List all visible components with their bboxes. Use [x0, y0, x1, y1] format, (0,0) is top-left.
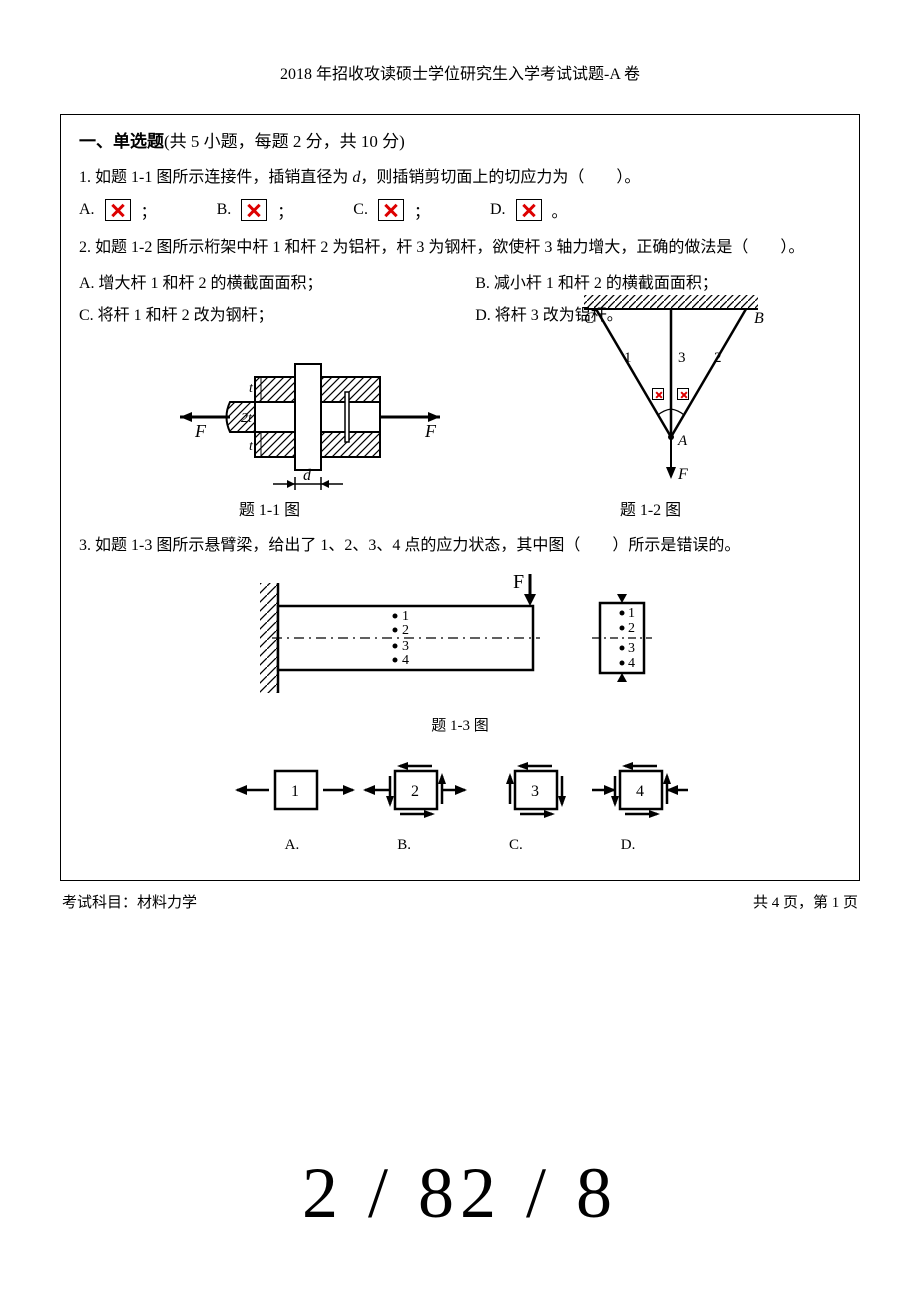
q3-option-labels: A. B. C. D. [79, 837, 841, 854]
broken-image-icon [516, 199, 542, 221]
figure-1-1: F F t [175, 342, 455, 492]
big-pager: 2 / 82 / 8 [0, 1152, 920, 1235]
question-1: 1. 如题 1-1 图所示连接件，插销直径为 d，则插销剪切面上的切应力为（ ）… [79, 162, 841, 194]
q1-options: A. ； B. ； C. ； D. 。 [79, 198, 841, 222]
figures-row-1: F F t [79, 342, 841, 492]
q3-a: A. [285, 837, 300, 854]
fig12-B: B [754, 310, 764, 327]
content-box: 一、单选题(共 5 小题，每题 2 分，共 10 分) 1. 如题 1-1 图所… [60, 114, 860, 881]
caption-1-3: 题 1-3 图 [79, 714, 841, 735]
svg-text:1: 1 [402, 609, 409, 624]
figure-captions-1: 题 1-1 图 题 1-2 图 [79, 496, 841, 520]
svg-text:3: 3 [628, 641, 635, 656]
q3-b: B. [397, 837, 411, 854]
question-3: 3. 如题 1-3 图所示悬臂梁，给出了 1、2、3、4 点的应力状态，其中图（… [79, 530, 841, 562]
svg-text:4: 4 [628, 656, 635, 671]
q1-option-d: D. 。 [490, 198, 568, 222]
page-footer: 考试科目：材料力学 共 4 页，第 1 页 [60, 891, 860, 912]
fig12-C: C [584, 310, 595, 327]
q2-opt-a: A. 增大杆 1 和杆 2 的横截面面积； [79, 268, 475, 300]
stress-svg: 1 2 3 [225, 749, 695, 829]
fig11-2t: 2t [241, 411, 253, 426]
fig11-t-top: t [249, 381, 254, 396]
q1-option-b: B. ； [217, 198, 294, 222]
q1-c-sep: ； [414, 198, 430, 222]
fig11-F-left: F [194, 421, 207, 441]
section-subtitle: (共 5 小题，每题 2 分，共 10 分) [164, 132, 405, 151]
fig11-F-right: F [424, 421, 437, 441]
svg-text:1: 1 [628, 606, 635, 621]
broken-image-icon [241, 199, 267, 221]
page-header: 2018 年招收攻读硕士学位研究生入学考试试题-A 卷 [60, 60, 860, 84]
section-label: 一、单选题 [79, 132, 164, 151]
q1-text-after: ，则插销剪切面上的切应力为（ ）。 [360, 169, 640, 186]
broken-image-icon [105, 199, 131, 221]
svg-text:4: 4 [402, 653, 409, 668]
figure-1-1-svg: F F t [175, 342, 455, 492]
q2-opt-c: C. 将杆 1 和杆 2 改为钢杆； [79, 300, 475, 332]
q1-b-sep: ； [277, 198, 293, 222]
caption-1-2: 题 1-2 图 [460, 496, 841, 520]
q3-d: D. [621, 837, 636, 854]
fig12-bar3: 3 [678, 350, 686, 366]
figure-1-3: 1 2 3 4 F 1 2 3 4 题 1-3 图 [79, 568, 841, 735]
q1-a-sep: ； [141, 198, 157, 222]
svg-text:4: 4 [636, 783, 644, 800]
svg-text:2: 2 [411, 783, 419, 800]
q3-text: 3. 如题 1-3 图所示悬臂梁，给出了 1、2、3、4 点的应力状态，其中图（… [79, 537, 740, 554]
stress-states: 1 2 3 [79, 749, 841, 829]
svg-text:2: 2 [628, 621, 635, 636]
figure-1-3-svg: 1 2 3 4 F 1 2 3 4 [240, 568, 680, 708]
question-2: 2. 如题 1-2 图所示桁架中杆 1 和杆 2 为铝杆，杆 3 为钢杆，欲使杆… [79, 232, 841, 264]
footer-right: 共 4 页，第 1 页 [753, 891, 858, 912]
fig12-F: F [677, 466, 688, 483]
fig12-bar1: 1 [624, 350, 632, 366]
section-title: 一、单选题(共 5 小题，每题 2 分，共 10 分) [79, 127, 841, 152]
svg-text:F: F [513, 571, 524, 593]
q1-option-a: A. ； [79, 198, 157, 222]
fig12-A: A [677, 433, 688, 449]
figure-1-2-svg: C B 1 3 2 A [566, 287, 776, 492]
q1-text-before: 1. 如题 1-1 图所示连接件，插销直径为 [79, 169, 352, 186]
q1-c-label: C. [353, 201, 368, 219]
fig12-bar2: 2 [714, 350, 722, 366]
svg-text:1: 1 [291, 783, 299, 800]
fig11-t-bot: t [249, 439, 254, 454]
q1-d-label: D. [490, 201, 506, 219]
header-title: 2018 年招收攻读硕士学位研究生入学考试试题-A 卷 [280, 66, 640, 83]
q1-d-end: 。 [552, 198, 568, 222]
q2-text: 2. 如题 1-2 图所示桁架中杆 1 和杆 2 为铝杆，杆 3 为钢杆，欲使杆… [79, 239, 804, 256]
page: 2018 年招收攻读硕士学位研究生入学考试试题-A 卷 一、单选题(共 5 小题… [0, 0, 920, 952]
svg-text:2: 2 [402, 623, 409, 638]
q1-a-label: A. [79, 201, 95, 219]
svg-text:3: 3 [402, 639, 409, 654]
caption-1-1: 题 1-1 图 [79, 496, 460, 520]
q1-b-label: B. [217, 201, 232, 219]
q1-option-c: C. ； [353, 198, 430, 222]
svg-text:3: 3 [531, 783, 539, 800]
q3-c: C. [509, 837, 523, 854]
figure-1-2: C B 1 3 2 A [566, 287, 776, 492]
broken-image-icon [378, 199, 404, 221]
footer-left: 考试科目：材料力学 [62, 891, 197, 912]
fig11-d: d [303, 467, 312, 484]
